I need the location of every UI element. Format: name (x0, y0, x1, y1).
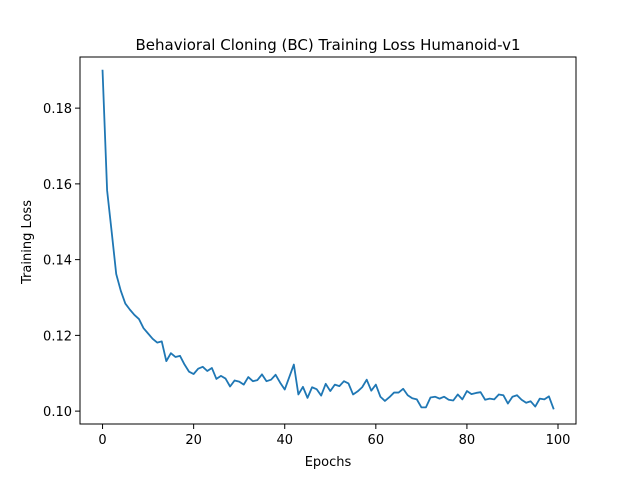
y-axis-label: Training Loss (20, 200, 35, 285)
x-tick-label-100: 100 (546, 433, 571, 448)
y-tick-label-1: 0.12 (43, 329, 72, 344)
y-tick-label-2: 0.14 (43, 254, 72, 269)
x-axis-label: Epochs (305, 455, 352, 470)
y-tick-label-0: 0.10 (43, 405, 72, 420)
x-tick-label-0: 0 (98, 433, 106, 448)
y-tick-label-3: 0.16 (43, 178, 72, 193)
x-tick-label-60: 60 (368, 433, 385, 448)
x-tick-label-20: 20 (185, 433, 202, 448)
chart-title: Behavioral Cloning (BC) Training Loss Hu… (135, 36, 520, 54)
x-tick-label-40: 40 (276, 433, 293, 448)
plot-area: 0 20 40 60 80 100 0.10 0.12 0.14 0.16 0.18 (43, 56, 577, 448)
series-line-0 (101, 69, 555, 410)
y-tick-label-4: 0.18 (43, 102, 72, 117)
axes-frame (79, 56, 577, 425)
x-tick-label-80: 80 (459, 433, 476, 448)
